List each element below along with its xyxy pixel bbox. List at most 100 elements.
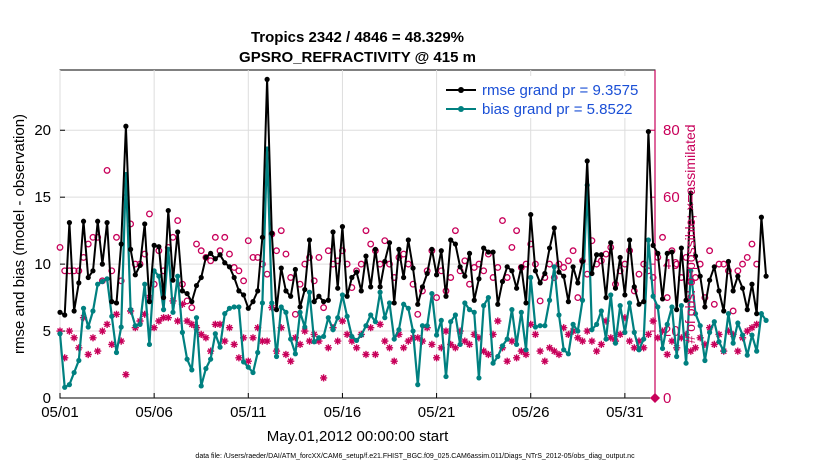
assimilated-obs-point (696, 334, 704, 342)
bias-point (226, 305, 233, 311)
assimilated-obs-point (489, 330, 497, 338)
rmse-point (466, 250, 473, 257)
assimilated-obs-point (183, 317, 191, 325)
assimilated-obs-point (404, 337, 412, 345)
assimilated-obs-point (141, 310, 149, 318)
rmse-point (433, 272, 440, 278)
bias-point (485, 294, 491, 301)
possible-obs-point (211, 233, 219, 241)
rmse-point (542, 270, 548, 277)
rmse-point (386, 240, 393, 246)
rmse-point (391, 300, 397, 306)
rmse-point (551, 225, 557, 231)
assimilated-obs-point (216, 320, 224, 328)
possible-obs-point (306, 253, 313, 261)
assimilated-obs-point (465, 340, 474, 348)
x-tick-label: 05/01 (41, 404, 79, 421)
assimilated-obs-point (376, 320, 384, 328)
rmse-point (636, 301, 642, 307)
assimilated-obs-point (150, 324, 158, 332)
bias-point (739, 332, 746, 338)
assimilated-obs-point (560, 324, 568, 332)
rmse-point (664, 250, 670, 257)
bias-point (655, 304, 661, 310)
assimilated-obs-point (249, 334, 257, 342)
bias-point (542, 323, 548, 329)
bias-point (306, 289, 313, 295)
assimilated-obs-point (155, 317, 163, 325)
assimilated-obs-point (353, 344, 361, 352)
assimilated-obs-point (324, 344, 332, 352)
assimilated-obs-point (296, 340, 304, 348)
assimilated-obs-point (287, 357, 295, 365)
rmse-point (189, 299, 195, 305)
rmse-point (528, 211, 534, 218)
assimilated-obs-point (447, 340, 455, 348)
bias-point (71, 369, 77, 376)
rmse-point (104, 220, 110, 226)
rmse-point (438, 248, 444, 254)
rmse-point (325, 297, 331, 303)
assimilated-obs-point (160, 314, 168, 322)
bias-point (57, 331, 63, 337)
bias-point (358, 332, 364, 338)
assimilated-obs-point (362, 350, 370, 359)
rmse-point (735, 273, 741, 279)
bias-point (212, 331, 218, 337)
rmse-point (132, 272, 138, 278)
bias-point (311, 339, 317, 345)
bias-point (650, 293, 656, 299)
bias-point (278, 304, 284, 310)
possible-obs-point (197, 247, 205, 255)
x-tick-label: 05/16 (324, 404, 362, 421)
rmse-point (546, 245, 553, 251)
bias-point (636, 347, 642, 353)
possible-obs-point (710, 300, 718, 308)
possible-obs-point (113, 233, 120, 241)
possible-obs-point (706, 247, 714, 255)
x-tick-label: 05/26 (512, 404, 550, 421)
bias-point (339, 292, 346, 298)
assimilated-obs-point (743, 327, 751, 335)
bias-point (631, 329, 637, 335)
y-tick-label: 15 (34, 189, 51, 206)
assimilated-obs-point (494, 317, 502, 325)
assimilated-obs-point (503, 357, 511, 365)
rmse-point (137, 262, 143, 269)
rmse-point (509, 268, 515, 274)
bias-point (330, 327, 336, 333)
assimilated-obs-point (367, 324, 375, 332)
assimilated-obs-point (202, 334, 210, 342)
bias-point (405, 305, 411, 311)
rmse-point (212, 256, 218, 262)
possible-obs-point (188, 304, 196, 312)
assimilated-obs-point (729, 330, 737, 338)
possible-obs-point (282, 250, 290, 258)
bias-point (142, 281, 148, 287)
bias-point (222, 311, 228, 317)
bias-point (245, 364, 251, 370)
assimilated-obs-point (597, 340, 605, 348)
bias-point (95, 281, 101, 287)
rmse-point (123, 123, 129, 129)
assimilated-obs-point (240, 334, 248, 342)
bias-point (76, 357, 82, 364)
bias-point (146, 341, 153, 348)
bias-point (193, 315, 200, 321)
rmse-point (495, 301, 501, 307)
y-tick-label: 5 (43, 323, 51, 340)
rmse-point (669, 249, 675, 255)
assimilated-obs-point (225, 324, 234, 332)
possible-obs-point (635, 270, 643, 278)
rmse-point (476, 276, 482, 282)
bias-point (490, 360, 496, 366)
possible-obs-point (249, 253, 257, 261)
bias-point (160, 307, 167, 313)
bias-point (688, 268, 694, 274)
bias-point (104, 276, 110, 282)
assimilated-obs-point (640, 344, 648, 352)
assimilated-obs-point (244, 357, 252, 365)
assimilated-obs-point (390, 357, 398, 365)
assimilated-obs-point (583, 327, 591, 335)
rmse-point (175, 229, 181, 235)
